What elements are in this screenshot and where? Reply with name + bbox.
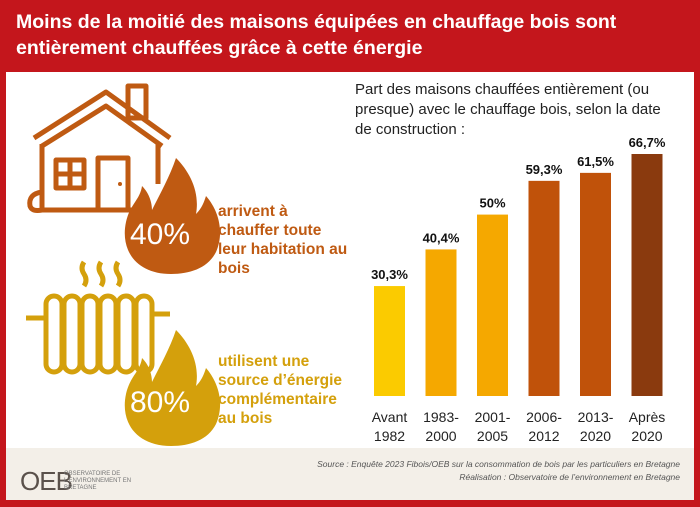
bar (477, 214, 508, 396)
category-label: 2000 (425, 428, 456, 444)
house-icon (27, 83, 172, 213)
source-text: Source : Enquête 2023 Fibois/OEB sur la … (317, 459, 680, 469)
footer: OEB OBSERVATOIRE DE L'ENVIRONNEMENT EN B… (6, 448, 694, 500)
category-label: 2020 (580, 428, 611, 444)
data-label: 66,7% (629, 135, 666, 150)
bar (374, 286, 405, 396)
flame-icon (124, 158, 221, 274)
bar (425, 249, 457, 396)
data-label: 61,5% (577, 154, 614, 169)
flame-icon (124, 330, 221, 446)
stat-text-40: arrivent à chauffer toute leur habitatio… (218, 203, 348, 277)
bar (631, 154, 663, 396)
category-label: 2020 (631, 428, 662, 444)
category-label: Avant (372, 409, 408, 425)
stat-value-80: 80% (130, 386, 191, 419)
category-label: 2013- (578, 409, 614, 425)
category-label: 2012 (528, 428, 559, 444)
category-label: 2006- (526, 409, 562, 425)
chart-title: Part des maisons chauffées entièrement (… (355, 81, 661, 138)
main-panel: 40% arrivent à chauffer toute leur habit… (6, 72, 694, 448)
category-label: 1982 (374, 428, 405, 444)
stat-value-40: 40% (130, 218, 191, 251)
category-label: 1983- (423, 409, 459, 425)
oeb-logo: OEB (20, 466, 73, 496)
page-title: Moins de la moitié des maisons équipées … (16, 11, 617, 59)
data-label: 40,4% (423, 230, 460, 245)
category-label: Après (629, 409, 666, 425)
data-label: 30,3% (371, 267, 408, 282)
data-label: 50% (479, 196, 505, 211)
bar (580, 172, 611, 396)
category-label: 2005 (477, 428, 508, 444)
category-label: 2001- (475, 409, 511, 425)
radiator-icon (26, 260, 170, 375)
bar (528, 180, 560, 396)
stat-text-80: utilisent une source d’énergie complémen… (218, 353, 343, 427)
data-label: 59,3% (526, 162, 563, 177)
logo-text: OBSERVATOIRE DE L'ENVIRONNEMENT EN BRETA… (64, 471, 132, 491)
credit-text: Réalisation : Observatoire de l’environn… (459, 472, 680, 482)
